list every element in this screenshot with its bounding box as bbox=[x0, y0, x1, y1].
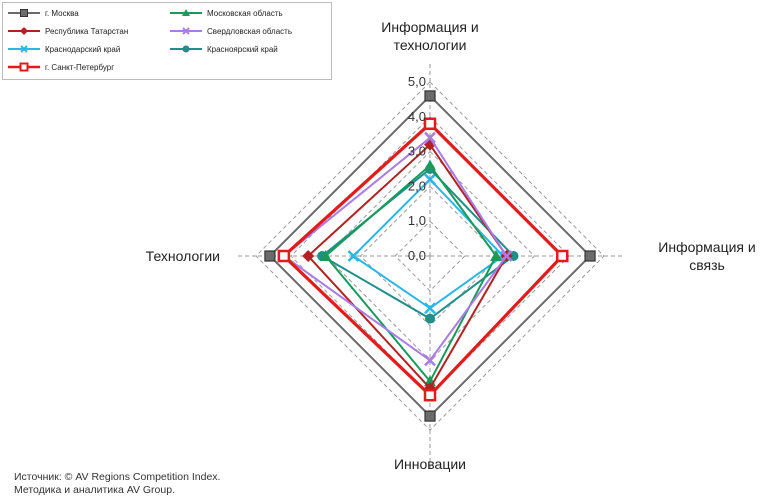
tick-label-1: 1,0 bbox=[408, 213, 426, 228]
series-6-point-2 bbox=[425, 313, 435, 324]
source-line-1: Источник: © AV Regions Competition Index… bbox=[14, 471, 221, 483]
series-2-point-2 bbox=[424, 302, 436, 315]
grid-ring-2 bbox=[359, 185, 501, 327]
tick-label-0: 0,0 bbox=[408, 248, 426, 263]
legend-marker-4 bbox=[182, 9, 190, 16]
legend-label-moscow: г. Москва bbox=[45, 8, 79, 18]
series-3 bbox=[277, 117, 569, 402]
legend-swatch-moscow-oblast bbox=[170, 9, 202, 16]
series-4-point-0 bbox=[424, 159, 436, 171]
series-5-point-0 bbox=[424, 131, 436, 144]
legend-item-krasnodar: Краснодарский край bbox=[7, 42, 120, 56]
legend-item-moscow-oblast: Московская область bbox=[169, 6, 283, 20]
series-0 bbox=[264, 90, 596, 422]
axis-label-info-comm-line2: связь bbox=[689, 257, 725, 273]
series-0-point-1 bbox=[584, 250, 596, 262]
axis-label-technologies: Технологии bbox=[100, 247, 220, 265]
legend-swatch-sverdlovsk bbox=[170, 27, 202, 35]
series-4-point-3 bbox=[319, 250, 332, 261]
axis-label-innovations-line1: Инновации bbox=[393, 456, 467, 472]
legend-marker-1 bbox=[20, 27, 28, 35]
legend-marker-2 bbox=[20, 45, 28, 53]
series-5-point-2 bbox=[424, 354, 436, 367]
legend-swatch-krasnoyarsk bbox=[170, 45, 202, 53]
axis-label-info-comm-line1: Информация и bbox=[658, 239, 756, 255]
tick-label-5: 5,0 bbox=[408, 74, 426, 89]
legend-item-krasnoyarsk: Красноярский край bbox=[169, 42, 278, 56]
axis-label-info-tech-line1: Информация и bbox=[381, 19, 479, 35]
tick-label-4: 4,0 bbox=[408, 109, 426, 124]
legend-item-spb: г. Санкт-Петербург bbox=[7, 60, 114, 74]
series-2 bbox=[347, 173, 509, 315]
axis-label-info-tech-line2: технологии bbox=[393, 37, 467, 53]
series-0-point-0 bbox=[424, 90, 436, 102]
legend-label-spb: г. Санкт-Петербург bbox=[45, 62, 115, 72]
legend-item-sverdlovsk: Свердловская область bbox=[169, 24, 292, 38]
series-1-point-3 bbox=[302, 250, 315, 262]
series-6-point-1 bbox=[508, 251, 519, 261]
legend-swatch-tatarstan bbox=[8, 27, 40, 35]
legend-marker-3 bbox=[19, 62, 29, 72]
series-2-point-3 bbox=[347, 250, 360, 262]
tick-label-2: 2,0 bbox=[408, 178, 426, 193]
series-3-point-0 bbox=[423, 117, 437, 131]
legend-swatch-spb bbox=[8, 62, 40, 72]
series-0-point-3 bbox=[264, 250, 276, 262]
legend-swatch-krasnodar bbox=[8, 45, 40, 53]
legend-label-sverdlovsk: Свердловская область bbox=[207, 26, 292, 36]
legend-marker-6 bbox=[182, 45, 190, 53]
series-5 bbox=[277, 131, 513, 367]
series-3-point-1 bbox=[555, 249, 569, 263]
series-3-point-2 bbox=[423, 388, 437, 402]
series-4-point-1 bbox=[490, 250, 503, 261]
axis-label-info-tech: Информация и технологии bbox=[360, 18, 500, 54]
legend-label-krasnoyarsk: Красноярский край bbox=[207, 44, 278, 54]
legend-item-moscow: г. Москва bbox=[7, 6, 79, 20]
series-5-point-1 bbox=[500, 250, 513, 262]
series-3-point-3 bbox=[277, 249, 291, 263]
chart-legend: г. Москва Московская область Республика … bbox=[2, 2, 332, 80]
tick-label-3: 3,0 bbox=[408, 144, 426, 159]
legend-marker-5 bbox=[182, 27, 190, 35]
axis-label-technologies-line1: Технологии bbox=[145, 248, 220, 264]
series-0-point-2 bbox=[424, 410, 436, 422]
legend-item-tatarstan: Республика Татарстан bbox=[7, 24, 128, 38]
grid-ring-1 bbox=[394, 220, 466, 292]
series-4 bbox=[319, 159, 503, 387]
legend-label-moscow-oblast: Московская область bbox=[207, 8, 283, 18]
series-2-point-0 bbox=[424, 173, 436, 186]
legend-label-krasnodar: Краснодарский край bbox=[45, 44, 121, 54]
legend-swatch-moscow bbox=[8, 9, 40, 17]
source-note: Источник: © AV Regions Competition Index… bbox=[14, 471, 220, 497]
legend-marker-0 bbox=[20, 9, 28, 17]
source-line-2: Методика и аналитика AV Group. bbox=[14, 484, 175, 496]
axis-label-info-comm: Информация и связь bbox=[645, 238, 769, 274]
axis-label-innovations: Инновации bbox=[370, 455, 490, 473]
legend-label-tatarstan: Республика Татарстан bbox=[45, 26, 129, 36]
